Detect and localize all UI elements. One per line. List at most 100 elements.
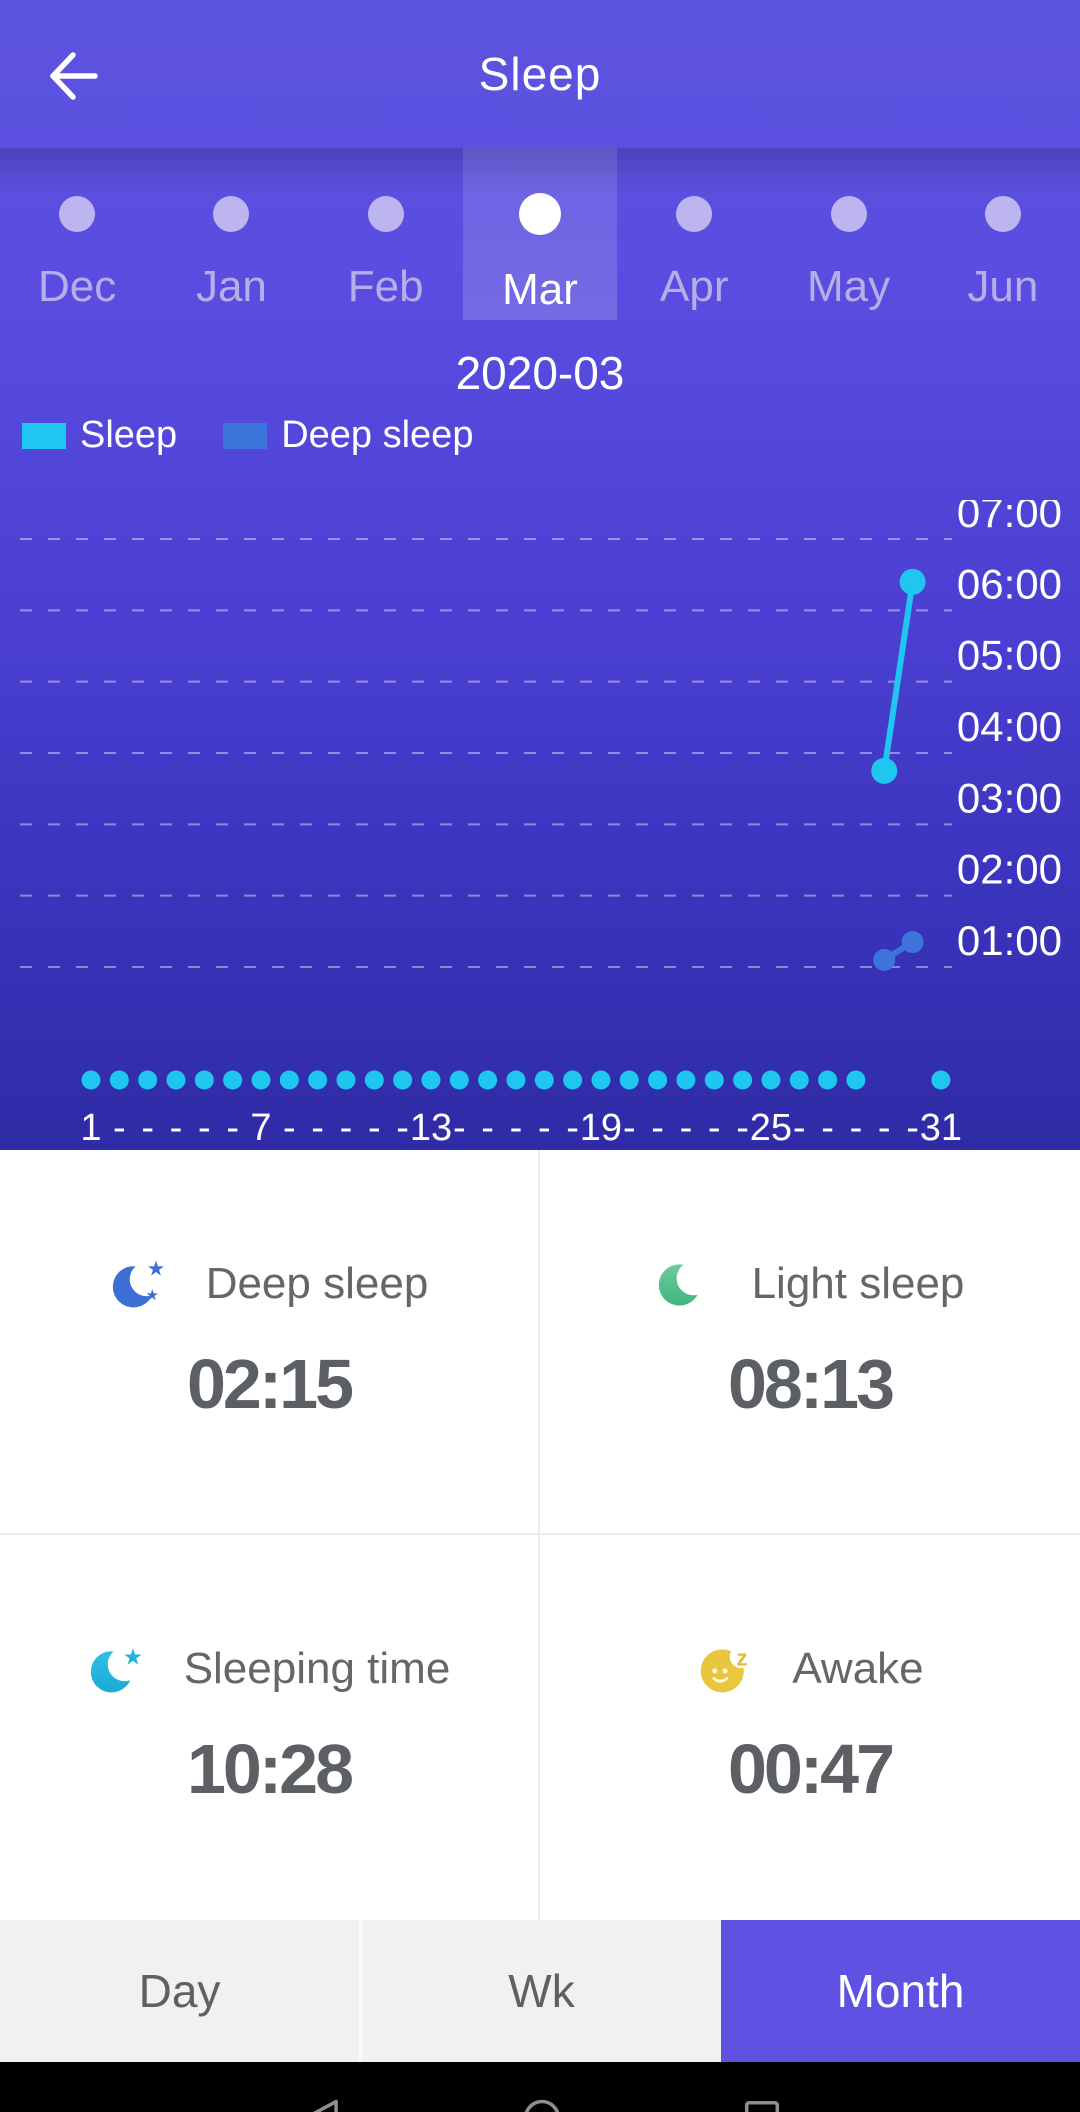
- svg-text:13: 13: [410, 1107, 452, 1149]
- svg-text:-: -: [453, 1107, 466, 1149]
- month-label: Dec: [38, 262, 117, 311]
- svg-text:-: -: [141, 1107, 154, 1149]
- svg-text:04:00: 04:00: [957, 703, 1062, 750]
- back-arrow-icon: [50, 52, 98, 100]
- month-dot: [830, 196, 867, 232]
- svg-text:05:00: 05:00: [957, 632, 1062, 679]
- svg-text:31: 31: [920, 1107, 962, 1149]
- page-title: Sleep: [478, 48, 602, 100]
- svg-text:-: -: [850, 1107, 863, 1149]
- back-button[interactable]: [42, 44, 106, 108]
- stat-card-light-sleep: Light sleep 08:13: [540, 1150, 1080, 1535]
- stat-card-deep-sleep: ★ ★ Deep sleep 02:15: [0, 1150, 540, 1535]
- svg-text:-: -: [510, 1107, 523, 1149]
- stats-grid: ★ ★ Deep sleep 02:15: [0, 1150, 1080, 1920]
- svg-text:-: -: [283, 1107, 296, 1149]
- svg-text:19: 19: [580, 1107, 622, 1149]
- tab-week[interactable]: Wk: [359, 1920, 721, 2062]
- stat-value: 00:47: [727, 1730, 895, 1808]
- month-tab-jan[interactable]: Jan: [154, 148, 308, 320]
- svg-text:z: z: [737, 1645, 748, 1670]
- svg-text:-: -: [170, 1107, 183, 1149]
- nav-recents-icon[interactable]: [742, 2098, 782, 2112]
- tab-day[interactable]: Day: [0, 1920, 359, 2062]
- svg-text:-: -: [481, 1107, 494, 1149]
- stat-value: 10:28: [186, 1730, 354, 1808]
- moon-face-yellow-icon: z: [701, 1645, 748, 1693]
- stat-value: 02:15: [186, 1345, 354, 1423]
- svg-text:-: -: [736, 1107, 749, 1149]
- legend-item-sleep: Sleep: [22, 414, 177, 457]
- chart-section-background: Sleep Dec Jan Feb Mar Apr: [0, 0, 1080, 1150]
- month-tab-feb[interactable]: Feb: [309, 148, 463, 320]
- month-dot: [518, 193, 561, 235]
- month-selector: Dec Jan Feb Mar Apr May: [0, 148, 1080, 320]
- svg-text:-: -: [651, 1107, 664, 1149]
- svg-text:★: ★: [145, 1287, 158, 1304]
- chart-legend: Sleep Deep sleep: [22, 414, 519, 457]
- svg-text:1: 1: [80, 1107, 101, 1149]
- month-tab-apr[interactable]: Apr: [617, 148, 771, 320]
- month-tab-may[interactable]: May: [771, 148, 925, 320]
- header: Sleep: [0, 0, 1080, 148]
- month-label: Mar: [502, 265, 578, 314]
- svg-text:-: -: [396, 1107, 409, 1149]
- svg-text:-: -: [311, 1107, 324, 1149]
- stat-label: Light sleep: [751, 1259, 965, 1308]
- svg-text:03:00: 03:00: [957, 774, 1062, 821]
- svg-text:-: -: [906, 1107, 919, 1149]
- month-label: Jan: [195, 262, 267, 311]
- sleep-swatch-icon: [22, 422, 66, 449]
- svg-text:-: -: [793, 1107, 806, 1149]
- svg-text:-: -: [113, 1107, 126, 1149]
- svg-text:7: 7: [250, 1107, 271, 1149]
- stat-card-sleeping-time: ★ Sleeping time 10:28: [0, 1535, 540, 1920]
- stat-label: Sleeping time: [183, 1644, 451, 1693]
- month-label: Apr: [660, 262, 729, 311]
- month-tab-dec[interactable]: Dec: [0, 148, 154, 320]
- svg-text:25: 25: [750, 1107, 792, 1149]
- stat-value: 08:13: [727, 1345, 895, 1423]
- svg-text:-: -: [623, 1107, 636, 1149]
- month-label: Jun: [967, 262, 1039, 311]
- svg-text:-: -: [340, 1107, 353, 1149]
- svg-text:-: -: [566, 1107, 579, 1149]
- nav-home-icon[interactable]: [522, 2098, 562, 2112]
- stat-card-awake: z Awake 00:47: [540, 1535, 1080, 1920]
- moon-green-icon: [655, 1254, 716, 1314]
- svg-text:-: -: [680, 1107, 693, 1149]
- nav-back-icon[interactable]: [302, 2098, 342, 2112]
- svg-text:06:00: 06:00: [957, 560, 1062, 607]
- moon-star-cyan-icon: ★: [87, 1639, 148, 1699]
- svg-text:-: -: [368, 1107, 381, 1149]
- tab-month[interactable]: Month: [721, 1920, 1080, 2062]
- month-dot: [59, 196, 96, 232]
- month-tab-mar[interactable]: Mar: [462, 148, 618, 320]
- month-tab-jun[interactable]: Jun: [926, 148, 1080, 320]
- svg-text:02:00: 02:00: [957, 846, 1062, 893]
- svg-text:-: -: [821, 1107, 834, 1149]
- month-label: Feb: [347, 262, 424, 311]
- svg-text:-: -: [198, 1107, 211, 1149]
- legend-item-deep-sleep: Deep sleep: [223, 414, 473, 457]
- stat-label: Deep sleep: [205, 1259, 429, 1308]
- svg-text:-: -: [226, 1107, 239, 1149]
- svg-text:07:00: 07:00: [957, 500, 1062, 536]
- svg-text:★: ★: [146, 1258, 164, 1281]
- month-label: May: [806, 262, 891, 311]
- month-dot: [676, 196, 713, 232]
- month-dot: [984, 196, 1021, 232]
- stat-label: Awake: [792, 1644, 924, 1693]
- svg-text:-: -: [538, 1107, 551, 1149]
- deep-sleep-swatch-icon: [223, 422, 268, 449]
- svg-text:-: -: [878, 1107, 891, 1149]
- android-nav-bar: [0, 2062, 1080, 2112]
- svg-text:-: -: [708, 1107, 721, 1149]
- svg-text:★: ★: [123, 1644, 143, 1669]
- period-title: 2020-03: [455, 347, 625, 399]
- moon-stars-blue-icon: ★ ★: [109, 1254, 170, 1314]
- period-tab-bar: Day Wk Month: [0, 1920, 1080, 2062]
- month-dot: [367, 196, 404, 232]
